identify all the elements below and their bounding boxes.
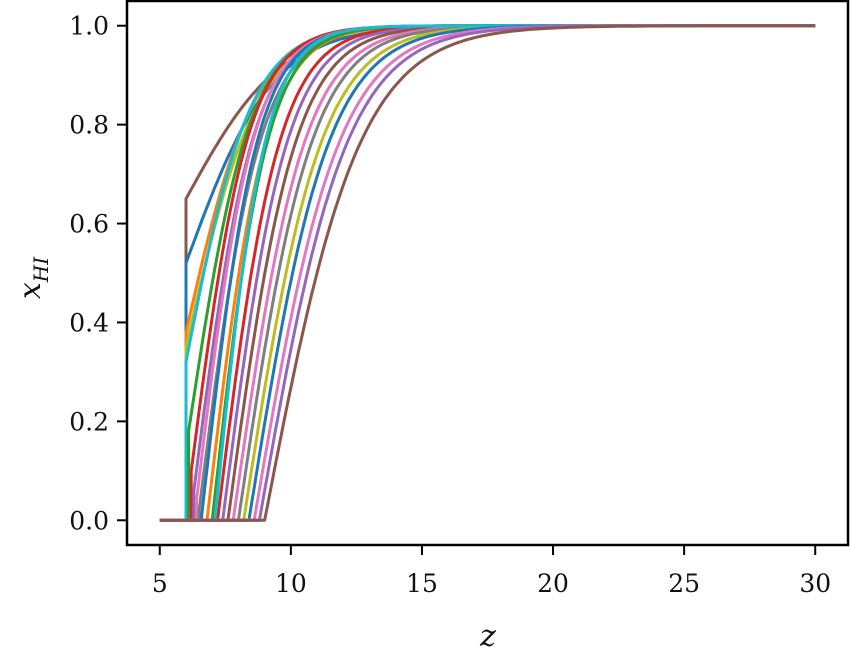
x-tick-label: 30 <box>799 569 831 598</box>
y-tick-label: 0.8 <box>69 111 109 140</box>
x-axis-label: z <box>479 619 496 654</box>
y-axis-label-base: x <box>13 282 48 299</box>
y-tick-label: 0.2 <box>69 407 109 436</box>
y-tick-label: 0.4 <box>69 308 109 337</box>
series-layer <box>159 24 816 522</box>
x-tick-label: 20 <box>537 569 569 598</box>
y-tick-label: 0.0 <box>69 506 109 535</box>
x-tick-label: 5 <box>152 569 168 598</box>
x-tick-label: 25 <box>668 569 700 598</box>
y-tick-label: 0.6 <box>69 210 109 239</box>
x-tick-label: 10 <box>275 569 307 598</box>
x-axis: 5 10 15 20 25 30 <box>152 545 831 598</box>
y-axis-label: xHI <box>13 256 53 299</box>
y-axis: 0.0 0.2 0.4 0.6 0.8 1.0 <box>69 12 127 535</box>
y-tick-label: 1.0 <box>69 12 109 41</box>
y-axis-label-subscript: HI <box>29 256 53 283</box>
plot-frame <box>125 0 850 547</box>
x-tick-label: 15 <box>406 569 438 598</box>
series-line-24 <box>159 24 816 522</box>
